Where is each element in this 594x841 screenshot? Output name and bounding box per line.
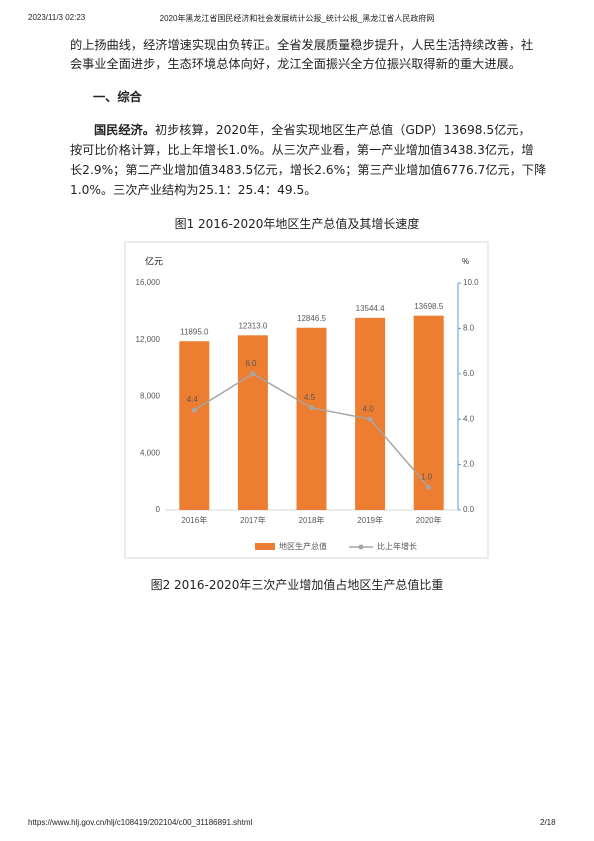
data-label: 11895.0 — [180, 327, 209, 336]
point — [250, 371, 256, 377]
data-label: 12313.0 — [238, 321, 267, 330]
figure-caption: 图1 2016-2020年地区生产总值及其增长速度 — [174, 217, 420, 231]
y-tick-label: 4,000 — [140, 448, 161, 457]
header-datetime: 2023/11/3 02:23 — [28, 13, 86, 22]
x-tick-label: 2018年 — [299, 515, 325, 525]
bar — [237, 335, 268, 510]
data-label: 4.4 — [187, 395, 199, 404]
y-tick-label: 12,000 — [136, 335, 161, 344]
data-label: 6.0 — [245, 359, 257, 368]
y-axis-label: 亿元 — [145, 255, 163, 266]
text-line: 1.0%。三次产业结构为25.1：25.4：49.5。 — [70, 183, 317, 197]
x-tick-label: 2017年 — [240, 515, 266, 525]
bar — [355, 317, 386, 510]
y2-tick-label: 6.0 — [463, 369, 475, 378]
y2-tick-label: 8.0 — [463, 324, 475, 333]
bar — [413, 315, 444, 510]
legend-swatch — [255, 543, 275, 550]
data-label: 12846.5 — [297, 314, 326, 323]
y-tick-label: 0 — [156, 505, 161, 514]
chart-frame — [124, 241, 489, 559]
text-line: 按可比价格计算，比上年增长1.0%。从三次产业看，第一产业增加值3438.3亿元… — [70, 143, 534, 157]
x-tick-label: 2019年 — [357, 515, 383, 525]
text-line: 长2.9%；第二产业增加值3483.5亿元，增长2.6%；第三产业增加值6776… — [70, 163, 547, 177]
lead: 国民经济。 — [94, 123, 155, 137]
footer-url: https://www.hlj.gov.cn/hlj/c108419/20210… — [28, 818, 253, 827]
bar — [296, 327, 327, 510]
text: 初步核算，2020年，全省实现地区生产总值（GDP）13698.5亿元， — [154, 123, 531, 137]
legend-swatch — [358, 544, 364, 550]
figure-caption: 图2 2016-2020年三次产业增加值占地区生产总值比重 — [150, 578, 444, 592]
y2-axis-label: % — [462, 257, 469, 266]
y2-tick-label: 4.0 — [463, 414, 475, 423]
x-tick-label: 2016年 — [181, 515, 207, 525]
text-line: 的上扬曲线，经济增速实现由负转正。全省发展质量稳步提升，人民生活持续改善，社 — [70, 38, 534, 52]
header-title: 2020年黑龙江省国民经济和社会发展统计公报_统计公报_黑龙江省人民政府网 — [159, 14, 435, 23]
legend-label: 地区生产总值 — [279, 541, 327, 551]
legend-label: 比上年增长 — [377, 541, 417, 551]
data-label: 4.0 — [363, 404, 375, 413]
y2-tick-label: 10.0 — [463, 278, 479, 287]
text-line: 国民经济。初步核算，2020年，全省实现地区生产总值（GDP）13698.5亿元… — [94, 120, 531, 138]
point — [309, 405, 314, 411]
data-label: 13698.5 — [414, 302, 443, 311]
data-label: 4.5 — [304, 393, 316, 402]
y2-tick-label: 2.0 — [463, 460, 475, 469]
y-tick-label: 16,000 — [136, 278, 161, 287]
point — [426, 484, 432, 490]
y-tick-label: 8,000 — [140, 392, 161, 401]
point — [191, 407, 197, 413]
data-label: 13544.4 — [356, 304, 385, 313]
bar — [179, 341, 210, 510]
heading: 一、综合 — [93, 90, 142, 104]
data-label: 1.0 — [421, 472, 433, 481]
footer-page: 2/18 — [540, 818, 556, 827]
point — [367, 416, 373, 422]
y2-tick-label: 0.0 — [463, 505, 475, 514]
x-tick-label: 2020年 — [416, 515, 442, 525]
text-line: 会事业全面进步，生态环境总体向好，龙江全面振兴全方位振兴取得新的重大进展。 — [70, 57, 521, 71]
